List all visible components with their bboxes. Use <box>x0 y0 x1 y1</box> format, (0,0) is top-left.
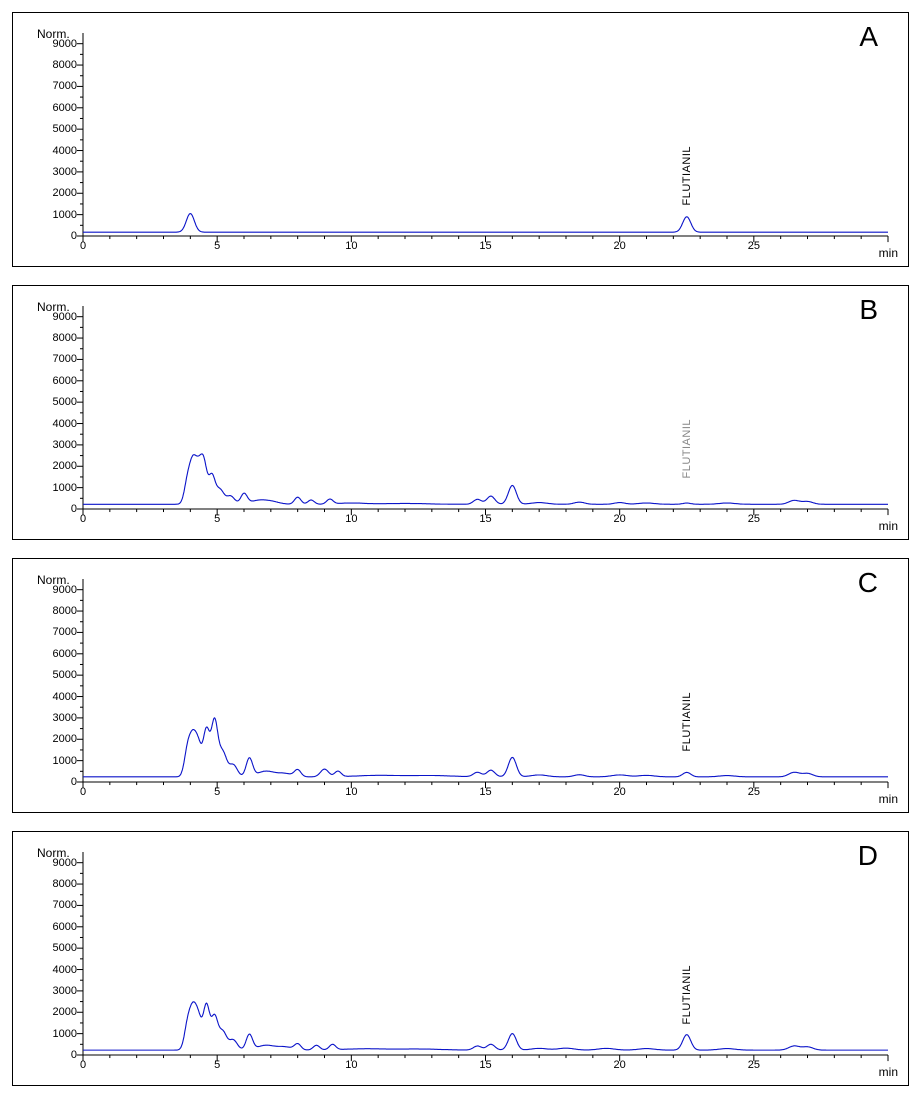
y-tick-label: 0 <box>37 230 77 242</box>
x-tick-label: 10 <box>345 786 357 798</box>
x-tick-label: 20 <box>614 513 626 525</box>
y-tick-label: 6000 <box>37 648 77 660</box>
y-tick-label: 3000 <box>37 712 77 724</box>
x-tick-label: 5 <box>214 513 220 525</box>
chromatogram-trace <box>83 1002 888 1050</box>
y-tick-label: 9000 <box>37 38 77 50</box>
y-tick-label: 2000 <box>37 460 77 472</box>
chromatogram-trace <box>83 454 888 504</box>
x-tick-label: 10 <box>345 1059 357 1071</box>
x-axis-unit: min <box>879 246 898 260</box>
y-tick-label: 5000 <box>37 942 77 954</box>
x-tick-label: 20 <box>614 786 626 798</box>
plot-area: 0100020003000400050006000700080009000051… <box>83 306 888 509</box>
y-tick-label: 7000 <box>37 626 77 638</box>
panel-d: DNorm.min0100020003000400050006000700080… <box>12 831 909 1086</box>
x-tick-label: 25 <box>748 240 760 252</box>
y-tick-label: 3000 <box>37 439 77 451</box>
y-tick-label: 4000 <box>37 145 77 157</box>
y-tick-label: 8000 <box>37 878 77 890</box>
y-tick-label: 2000 <box>37 733 77 745</box>
plot-area: 0100020003000400050006000700080009000051… <box>83 852 888 1055</box>
y-tick-label: 9000 <box>37 584 77 596</box>
peak-label-flutianil: FLUTIANIL <box>681 692 693 752</box>
x-tick-label: 5 <box>214 786 220 798</box>
peak-label-flutianil: FLUTIANIL <box>681 965 693 1025</box>
panel-b: BNorm.min0100020003000400050006000700080… <box>12 285 909 540</box>
y-tick-label: 7000 <box>37 353 77 365</box>
x-tick-label: 25 <box>748 1059 760 1071</box>
y-tick-label: 4000 <box>37 691 77 703</box>
y-tick-label: 6000 <box>37 921 77 933</box>
y-tick-label: 1000 <box>37 482 77 494</box>
y-tick-label: 2000 <box>37 1006 77 1018</box>
y-tick-label: 9000 <box>37 311 77 323</box>
y-tick-label: 6000 <box>37 375 77 387</box>
y-tick-label: 7000 <box>37 80 77 92</box>
x-tick-label: 15 <box>479 513 491 525</box>
x-axis-unit: min <box>879 792 898 806</box>
y-tick-label: 7000 <box>37 899 77 911</box>
x-tick-label: 10 <box>345 513 357 525</box>
y-tick-label: 5000 <box>37 396 77 408</box>
y-tick-label: 1000 <box>37 755 77 767</box>
chromatogram-trace <box>83 718 888 777</box>
chromatogram-svg <box>83 852 888 1055</box>
x-tick-label: 5 <box>214 240 220 252</box>
panel-a: ANorm.min0100020003000400050006000700080… <box>12 12 909 267</box>
x-tick-label: 25 <box>748 786 760 798</box>
y-tick-label: 4000 <box>37 418 77 430</box>
y-tick-label: 6000 <box>37 102 77 114</box>
x-tick-label: 0 <box>80 1059 86 1071</box>
y-tick-label: 3000 <box>37 166 77 178</box>
x-tick-label: 15 <box>479 1059 491 1071</box>
chromatogram-svg <box>83 579 888 782</box>
y-tick-label: 3000 <box>37 985 77 997</box>
chromatogram-trace <box>83 214 888 233</box>
x-tick-label: 25 <box>748 513 760 525</box>
y-tick-label: 5000 <box>37 669 77 681</box>
y-tick-label: 4000 <box>37 964 77 976</box>
x-tick-label: 5 <box>214 1059 220 1071</box>
x-tick-label: 20 <box>614 1059 626 1071</box>
panel-c: CNorm.min0100020003000400050006000700080… <box>12 558 909 813</box>
y-tick-label: 5000 <box>37 123 77 135</box>
y-tick-label: 1000 <box>37 1028 77 1040</box>
y-tick-label: 0 <box>37 1049 77 1061</box>
x-tick-label: 0 <box>80 240 86 252</box>
y-tick-label: 2000 <box>37 187 77 199</box>
peak-label-flutianil: FLUTIANIL <box>681 419 693 479</box>
x-tick-label: 0 <box>80 786 86 798</box>
y-tick-label: 8000 <box>37 332 77 344</box>
x-tick-label: 15 <box>479 240 491 252</box>
y-tick-label: 0 <box>37 503 77 515</box>
chromatogram-svg <box>83 33 888 236</box>
x-tick-label: 10 <box>345 240 357 252</box>
y-tick-label: 9000 <box>37 857 77 869</box>
chromatogram-svg <box>83 306 888 509</box>
x-tick-label: 0 <box>80 513 86 525</box>
y-tick-label: 1000 <box>37 209 77 221</box>
y-tick-label: 8000 <box>37 59 77 71</box>
plot-area: 0100020003000400050006000700080009000051… <box>83 579 888 782</box>
y-tick-label: 8000 <box>37 605 77 617</box>
x-axis-unit: min <box>879 519 898 533</box>
x-tick-label: 20 <box>614 240 626 252</box>
x-axis-unit: min <box>879 1065 898 1079</box>
chromatogram-figure: ANorm.min0100020003000400050006000700080… <box>12 12 909 1086</box>
x-tick-label: 15 <box>479 786 491 798</box>
y-tick-label: 0 <box>37 776 77 788</box>
plot-area: 0100020003000400050006000700080009000051… <box>83 33 888 236</box>
peak-label-flutianil: FLUTIANIL <box>681 146 693 206</box>
